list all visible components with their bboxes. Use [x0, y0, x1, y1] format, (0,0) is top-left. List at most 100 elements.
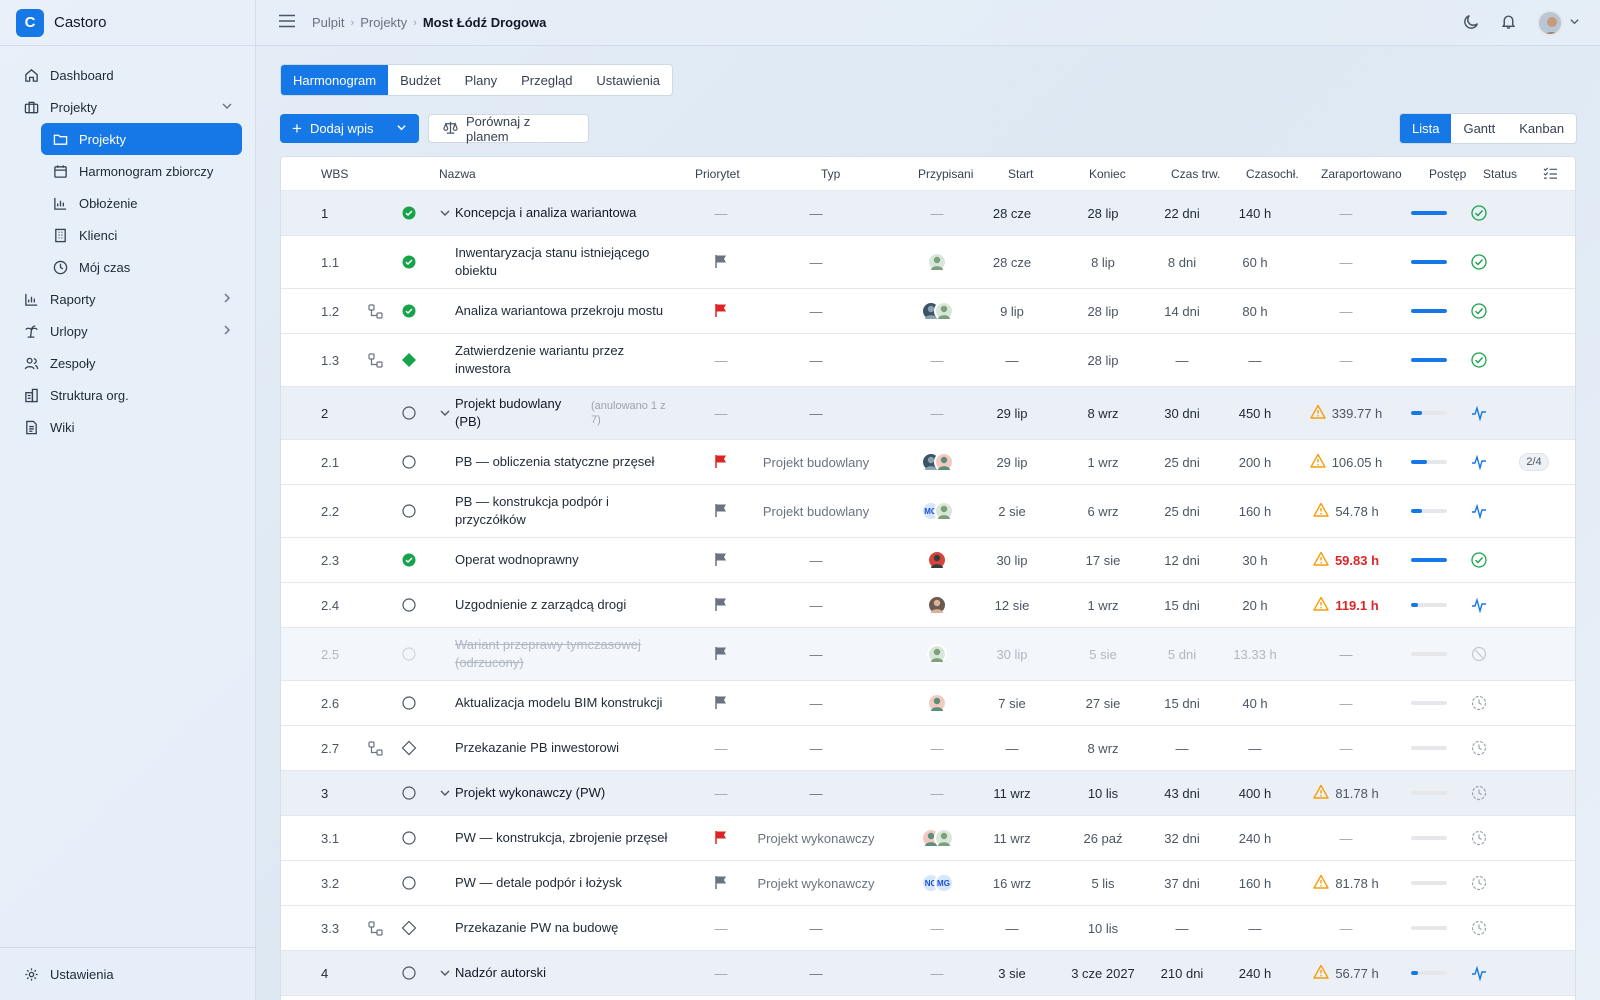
col-header-start[interactable]: Start	[1008, 166, 1034, 181]
compare-plan-button[interactable]: Porównaj z planem	[428, 114, 589, 144]
priority-cell[interactable]: —	[707, 771, 735, 815]
circle-icon[interactable]	[401, 861, 417, 905]
assignees-cell[interactable]	[906, 440, 968, 484]
col-header-progress[interactable]: Postęp	[1429, 166, 1467, 181]
check-circle-outline-icon[interactable]	[1467, 334, 1491, 386]
activity-icon[interactable]	[1467, 485, 1491, 537]
task-name[interactable]: Operat wodnoprawny	[455, 552, 579, 567]
clock-history-icon[interactable]	[1467, 771, 1491, 815]
breadcrumb-item[interactable]: Pulpit	[312, 15, 345, 30]
table-row[interactable]: 2.5 Wariant przeprawy tymczasowej (odrzuc…	[281, 628, 1575, 681]
check-circle-icon[interactable]	[401, 191, 417, 235]
milestone-done-icon[interactable]	[401, 334, 417, 386]
ban-icon[interactable]	[1467, 628, 1491, 680]
view-gantt[interactable]: Gantt	[1463, 121, 1496, 136]
col-header-assigned[interactable]: Przypisani	[918, 166, 974, 181]
priority-cell[interactable]	[707, 485, 735, 537]
bell-icon[interactable]	[1500, 13, 1517, 33]
check-circle-outline-icon[interactable]	[1467, 236, 1491, 288]
tab-harmonogram[interactable]: Harmonogram	[281, 65, 389, 95]
tab-przeglad[interactable]: Przegląd	[521, 72, 573, 88]
task-name[interactable]: Aktualizacja modelu BIM konstrukcji	[455, 695, 663, 710]
table-group-row[interactable]: 4 Nadzór autorski — — — 3 sie 3 cze 2027 210 dn…	[281, 951, 1575, 996]
activity-icon[interactable]	[1467, 951, 1491, 995]
circle-icon[interactable]	[401, 440, 417, 484]
col-header-type[interactable]: Typ	[821, 166, 841, 181]
check-circle-icon[interactable]	[401, 538, 417, 582]
assignees-cell[interactable]: —	[906, 951, 968, 995]
clock-history-icon[interactable]	[1467, 906, 1491, 950]
table-group-row[interactable]: 2 Projekt budowlany (PB) (anulowano 1 z 7)…	[281, 387, 1575, 440]
check-circle-icon[interactable]	[401, 289, 417, 333]
circle-icon[interactable]	[401, 951, 417, 995]
circle-icon[interactable]	[401, 387, 417, 439]
task-name[interactable]: Zatwierdzenie wariantu przez inwestora	[455, 343, 625, 376]
brand[interactable]: C Castoro	[0, 0, 255, 46]
circle-icon[interactable]	[401, 628, 417, 680]
tab-plany[interactable]: Plany	[464, 72, 498, 88]
add-entry-button[interactable]: + Dodaj wpis	[280, 114, 419, 143]
tab-ustawienia[interactable]: Ustawienia	[596, 72, 661, 88]
table-row[interactable]: 2.4 Uzgodnienie z zarządcą drogi — 12 sie 1 …	[281, 583, 1575, 628]
tab-budzet[interactable]: Budżet	[400, 72, 441, 88]
col-header-status[interactable]: Status	[1483, 166, 1518, 181]
sidebar-subitem-klienci[interactable]: Klienci	[41, 219, 242, 251]
table-row[interactable]: 3.2 PW — detale podpór i łożysk Projekt wy…	[281, 861, 1575, 906]
view-kanban[interactable]: Kanban	[1519, 121, 1565, 136]
task-name[interactable]: Nadzór autorski	[455, 965, 547, 980]
col-header-priority[interactable]: Priorytet	[695, 166, 740, 181]
circle-icon[interactable]	[401, 485, 417, 537]
col-header-end[interactable]: Koniec	[1089, 166, 1126, 181]
milestone-icon[interactable]	[401, 906, 417, 950]
priority-cell[interactable]	[707, 628, 735, 680]
assignees-cell[interactable]: —	[906, 191, 968, 235]
assignees-cell[interactable]: —	[906, 906, 968, 950]
priority-cell[interactable]	[707, 681, 735, 725]
sidebar-item-wiki[interactable]: Wiki	[12, 411, 243, 443]
table-row[interactable]: 3.3 Przekazanie PW na budowę — — — — 10 lis — — —	[281, 906, 1575, 951]
priority-cell[interactable]: —	[707, 906, 735, 950]
table-row[interactable]: 2.2 PB — konstrukcja podpór i przyczółków…	[281, 485, 1575, 538]
sidebar-subitem-harmonogram-zbiorczy[interactable]: Harmonogram zbiorczy	[41, 155, 242, 187]
chevron-down-icon[interactable]	[396, 121, 407, 136]
check-circle-outline-icon[interactable]	[1467, 289, 1491, 333]
assignees-cell[interactable]	[906, 289, 968, 333]
chevron-down-icon[interactable]	[439, 191, 451, 235]
chevron-right-icon[interactable]	[221, 292, 233, 307]
check-circle-icon[interactable]	[401, 236, 417, 288]
circle-icon[interactable]	[401, 816, 417, 860]
circle-icon[interactable]	[401, 771, 417, 815]
dependency-icon[interactable]	[368, 726, 383, 770]
sidebar-item-projekty[interactable]: Projekty	[12, 91, 243, 123]
priority-cell[interactable]: —	[707, 334, 735, 386]
col-header-duration[interactable]: Czas trw.	[1171, 166, 1221, 181]
breadcrumb-item[interactable]: Projekty	[360, 15, 408, 30]
assignees-cell[interactable]: —	[906, 771, 968, 815]
task-name[interactable]: Koncepcja i analiza wariantowa	[455, 205, 637, 220]
priority-cell[interactable]	[707, 816, 735, 860]
task-name[interactable]: PW — detale podpór i łożysk	[455, 875, 622, 890]
task-name[interactable]: Przekazanie PB inwestorowi	[455, 740, 620, 755]
table-row[interactable]: 2.3 Operat wodnoprawny — 30 lip 17 sie 12 dni…	[281, 538, 1575, 583]
sidebar-item-zespoly[interactable]: Zespoły	[12, 347, 243, 379]
task-name[interactable]: Przekazanie PW na budowę	[455, 920, 619, 935]
task-name[interactable]: Wariant przeprawy tymczasowej (odrzucony…	[455, 637, 641, 670]
assignees-cell[interactable]: NC MG	[906, 861, 968, 905]
priority-cell[interactable]	[707, 289, 735, 333]
assignees-cell[interactable]	[906, 538, 968, 582]
table-row[interactable]: 2.7 Przekazanie PB inwestorowi — — — — 8 wrz — —…	[281, 726, 1575, 771]
table-row[interactable]: 2.6 Aktualizacja modelu BIM konstrukcji — 7…	[281, 681, 1575, 726]
clock-history-icon[interactable]	[1467, 816, 1491, 860]
priority-cell[interactable]	[707, 236, 735, 288]
task-name[interactable]: Analiza wariantowa przekroju mostu	[455, 303, 664, 318]
table-row[interactable]: 3.1 PW — konstrukcja, zbrojenie przęseł Pr…	[281, 816, 1575, 861]
task-name[interactable]: PW — konstrukcja, zbrojenie przęseł	[455, 830, 668, 845]
clock-history-icon[interactable]	[1467, 726, 1491, 770]
chevron-down-icon[interactable]	[221, 100, 233, 115]
sidebar-subitem-moj-czas[interactable]: Mój czas	[41, 251, 242, 283]
assignees-cell[interactable]	[906, 628, 968, 680]
chevron-down-icon[interactable]	[439, 951, 451, 995]
sidebar-item-dashboard[interactable]: Dashboard	[12, 59, 243, 91]
task-name[interactable]: PB — konstrukcja podpór i przyczółków	[455, 494, 609, 527]
check-circle-outline-icon[interactable]	[1467, 191, 1491, 235]
